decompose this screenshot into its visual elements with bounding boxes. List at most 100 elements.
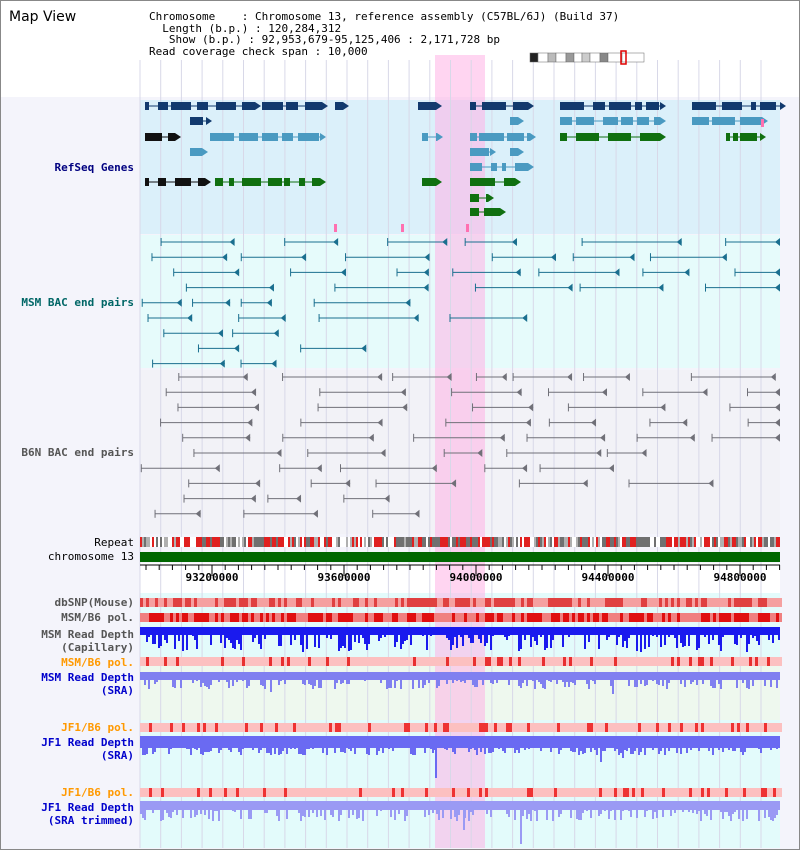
- bac-pair-arrow: [684, 268, 690, 277]
- heat-cell: [563, 613, 566, 622]
- repeat-block: [310, 537, 312, 547]
- heat-cell: [311, 613, 314, 622]
- heat-cell: [728, 613, 731, 622]
- depth-bar: [380, 680, 382, 683]
- depth-bar: [456, 810, 458, 821]
- repeat-block: [570, 537, 572, 547]
- depth-bar: [148, 635, 150, 637]
- heat-cell: [221, 613, 224, 622]
- heat-cell: [539, 613, 542, 622]
- heat-cell: [548, 613, 551, 622]
- repeat-block: [774, 537, 776, 547]
- heat-cell: [242, 788, 245, 797]
- depth-bar: [532, 680, 534, 681]
- depth-bar: [208, 748, 210, 752]
- depth-bar: [746, 680, 748, 688]
- heat-cell: [422, 613, 425, 622]
- gene-arrow: [515, 178, 521, 186]
- heat-cell: [515, 598, 518, 607]
- heat-cell: [413, 788, 416, 797]
- depth-bar: [230, 635, 232, 643]
- depth-bar: [746, 635, 748, 652]
- depth-bar: [294, 748, 296, 749]
- gene-exon: [507, 133, 524, 141]
- gene-exon: [239, 133, 258, 141]
- heat-cell: [341, 723, 344, 732]
- gene-arrow: [488, 194, 494, 202]
- heat-cell: [476, 613, 479, 622]
- heat-cell: [365, 598, 368, 607]
- repeat-block: [604, 537, 606, 547]
- msm-b6-pol-label[interactable]: MSM/B6 pol.: [61, 611, 134, 624]
- depth-bar: [772, 635, 774, 643]
- heat-cell: [611, 723, 614, 732]
- heat-cell: [779, 613, 782, 622]
- b6n-bac-label[interactable]: B6N BAC end pairs: [21, 446, 134, 459]
- heat-cell: [623, 657, 626, 666]
- bac-pair-arrow: [268, 283, 274, 292]
- heat-cell: [728, 723, 731, 732]
- msm-bac-label[interactable]: MSM BAC end pairs: [21, 296, 134, 309]
- repeat-block: [580, 537, 582, 547]
- depth-bar: [202, 680, 204, 683]
- heat-cell: [737, 788, 740, 797]
- heat-cell: [155, 788, 158, 797]
- heat-cell: [410, 723, 413, 732]
- heat-cell: [575, 723, 578, 732]
- gene-exon: [171, 102, 191, 110]
- depth-bar: [258, 748, 260, 753]
- heat-cell: [473, 657, 476, 666]
- jf1-pol-trim-label[interactable]: JF1/B6 pol.: [61, 786, 134, 799]
- repeat-block: [318, 537, 320, 547]
- heat-cell: [302, 657, 305, 666]
- refseq-genes-label[interactable]: RefSeq Genes: [54, 161, 134, 174]
- repeat-block: [606, 537, 608, 547]
- gene-exon: [479, 133, 504, 141]
- heat-cell: [530, 788, 533, 797]
- heat-cell: [494, 657, 497, 666]
- depth-bar: [600, 810, 602, 814]
- msm-b6-pol-sra-label[interactable]: MSM/B6 pol.: [61, 656, 134, 669]
- heat-cell: [458, 598, 461, 607]
- jf1-pol-label[interactable]: JF1/B6 pol.: [61, 721, 134, 734]
- depth-bar: [226, 635, 228, 638]
- depth-bar: [560, 748, 562, 750]
- depth-bar: [344, 748, 346, 753]
- heat-cell: [740, 723, 743, 732]
- heat-cell: [359, 613, 362, 622]
- depth-bar: [380, 635, 382, 638]
- msm-depth-sra-line1: MSM Read Depth: [41, 671, 134, 684]
- depth-bar: [490, 810, 492, 817]
- heat-cell: [494, 788, 497, 797]
- repeat-block: [758, 537, 760, 547]
- msm-depth-cap-label[interactable]: MSM Read Depth (Capillary): [41, 628, 134, 654]
- depth-base: [140, 672, 780, 680]
- dbsnp-label[interactable]: dbSNP(Mouse): [54, 596, 134, 609]
- jf1-depth-label[interactable]: JF1 Read Depth (SRA): [41, 736, 134, 762]
- heat-cell: [719, 788, 722, 797]
- heat-cell: [509, 788, 512, 797]
- heat-cell: [299, 723, 302, 732]
- repeat-block: [754, 537, 756, 547]
- msm-depth-sra-label[interactable]: MSM Read Depth (SRA): [41, 671, 134, 697]
- heat-cell: [260, 723, 263, 732]
- heat-cell: [758, 657, 761, 666]
- heat-cell: [617, 613, 620, 622]
- jf1-trim-label[interactable]: JF1 Read Depth (SRA trimmed): [41, 801, 134, 827]
- depth-bar: [246, 680, 248, 688]
- gene-arrow: [500, 208, 506, 216]
- depth-bar: [640, 635, 642, 652]
- depth-bar: [298, 748, 300, 754]
- heat-cell: [638, 657, 641, 666]
- depth-bar: [470, 748, 472, 749]
- heat-cell: [590, 613, 593, 622]
- depth-bar: [322, 748, 324, 753]
- depth-bar: [696, 810, 698, 814]
- heat-cell: [479, 598, 482, 607]
- depth-bar: [306, 748, 308, 749]
- repeat-block: [734, 537, 736, 547]
- repeat-block: [498, 537, 500, 547]
- heat-cell: [173, 598, 176, 607]
- depth-bar: [758, 748, 760, 749]
